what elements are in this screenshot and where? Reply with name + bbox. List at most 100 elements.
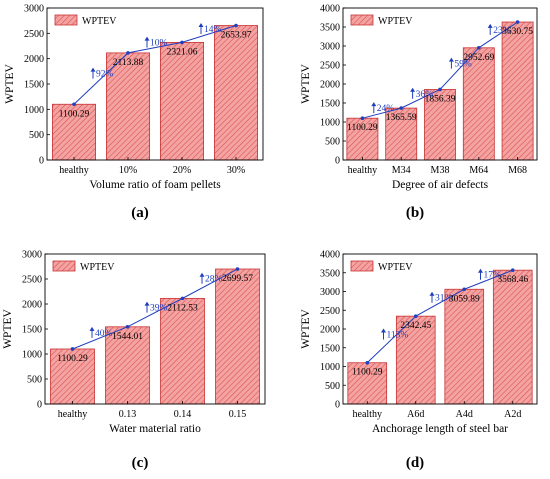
- increment-label: 39%: [150, 304, 168, 314]
- y-tick-label: 1000: [320, 362, 340, 373]
- bar: [501, 21, 534, 161]
- legend-label: WPTEV: [378, 16, 413, 27]
- data-point: [180, 40, 184, 45]
- x-tick-label: 0.14: [174, 409, 192, 420]
- bar: [52, 103, 97, 161]
- caption-c: (c): [131, 455, 149, 471]
- x-tick-label: 20%: [173, 165, 191, 176]
- x-tick-label: 30%: [227, 165, 245, 176]
- value-label: 1100.29: [347, 123, 378, 133]
- data-point: [510, 268, 515, 272]
- data-point: [70, 347, 75, 351]
- value-label: 2699.57: [222, 274, 253, 284]
- legend-label: WPTEV: [378, 262, 413, 273]
- y-tick-label: 0: [39, 156, 44, 167]
- legend-swatch: [350, 14, 374, 26]
- increment-label: 14%: [204, 25, 222, 35]
- y-tick-label: 0: [37, 400, 42, 411]
- data-point: [180, 296, 185, 301]
- value-label: 1100.29: [59, 109, 90, 119]
- legend-swatch: [52, 260, 76, 272]
- data-point: [462, 287, 467, 292]
- legend-swatch: [350, 260, 374, 272]
- x-tick-label: 0.13: [119, 409, 137, 420]
- value-label: 1544.01: [112, 332, 143, 342]
- data-point: [125, 324, 130, 329]
- value-label: 3568.46: [497, 275, 528, 285]
- increment-arrow-head: [89, 326, 95, 331]
- trend-line: [73, 25, 237, 105]
- y-tick-label: 500: [27, 375, 42, 386]
- increment-label: 113%: [387, 330, 409, 340]
- bar: [346, 117, 379, 161]
- x-tick-label: 10%: [119, 165, 137, 176]
- increment-arrow-head: [198, 22, 204, 27]
- x-tick-label: A2d: [504, 409, 521, 420]
- bar: [159, 41, 204, 161]
- y-tick-label: 2000: [320, 80, 340, 91]
- legend-label: WPTEV: [82, 16, 117, 27]
- x-axis-label: Degree of air defects: [392, 179, 489, 191]
- value-label: 2113.88: [113, 58, 144, 68]
- increment-label: 23%: [493, 26, 511, 36]
- bar: [385, 107, 418, 161]
- y-tick-label: 2000: [320, 325, 340, 336]
- y-tick-label: 2500: [320, 306, 340, 317]
- y-tick-label: 2500: [24, 29, 44, 40]
- value-label: 1856.39: [425, 94, 456, 104]
- y-tick-label: 0: [335, 156, 340, 167]
- value-label: 2653.97: [221, 31, 252, 41]
- x-tick-label: healthy: [353, 409, 382, 420]
- y-axis-label: WPTEV: [300, 309, 312, 349]
- bar: [395, 315, 436, 405]
- y-tick-label: 4000: [320, 4, 340, 15]
- x-tick-label: A4d: [456, 409, 473, 420]
- bar: [106, 52, 151, 161]
- increment-arrow-head: [487, 23, 493, 28]
- increment-arrow-head: [429, 291, 435, 296]
- bar: [444, 288, 485, 405]
- x-tick-label: A6d: [407, 409, 424, 420]
- y-tick-label: 2000: [24, 54, 44, 65]
- data-point: [515, 20, 520, 24]
- x-tick-label: healthy: [58, 409, 87, 420]
- y-tick-label: 500: [325, 381, 340, 392]
- y-tick-label: 1000: [22, 350, 42, 361]
- trend-line: [72, 268, 238, 350]
- y-tick-label: 4000: [320, 250, 340, 261]
- y-tick-label: 1500: [22, 325, 42, 336]
- y-tick-label: 1500: [320, 99, 340, 110]
- data-point: [360, 116, 365, 120]
- y-tick-label: 3000: [320, 42, 340, 53]
- y-tick-label: 0: [335, 400, 340, 411]
- y-tick-label: 1500: [24, 80, 44, 91]
- y-tick-label: 500: [325, 137, 340, 148]
- x-tick-label: M34: [392, 165, 411, 176]
- data-point: [413, 314, 418, 318]
- y-tick-label: 1500: [320, 343, 340, 354]
- data-point: [126, 51, 130, 55]
- chart-panel-d: 1100.29 2342.45 3059.89 3568.46 113% 31% 17% 0 5…: [300, 250, 538, 435]
- increment-label: 92%: [96, 70, 114, 80]
- increment-arrow-head: [410, 87, 416, 92]
- chart-panel-a: 1100.29 2113.88 2321.06 2653.97 92% 10% 14% 0 50…: [4, 4, 264, 191]
- value-label: 1100.29: [352, 368, 383, 378]
- x-tick-label: M38: [431, 165, 450, 176]
- increment-label: 28%: [205, 275, 223, 285]
- y-tick-label: 2500: [320, 61, 340, 72]
- increment-arrow-head: [90, 67, 96, 72]
- increment-label: 40%: [95, 329, 113, 339]
- y-tick-label: 2000: [22, 300, 42, 311]
- y-axis-label: WPTEV: [2, 309, 14, 349]
- y-axis-label: WPTEV: [4, 64, 16, 104]
- increment-label: 10%: [150, 39, 168, 49]
- bar: [50, 348, 95, 405]
- data-point: [234, 23, 238, 28]
- data-point: [438, 87, 442, 92]
- bar: [215, 268, 260, 405]
- y-tick-label: 3500: [320, 268, 340, 279]
- x-tick-label: 0.15: [229, 409, 247, 420]
- chart-panel-b: 1100.29 1365.59 1856.39 2952.69 3630.75 24% 36…: [300, 4, 538, 191]
- legend-swatch: [54, 14, 78, 26]
